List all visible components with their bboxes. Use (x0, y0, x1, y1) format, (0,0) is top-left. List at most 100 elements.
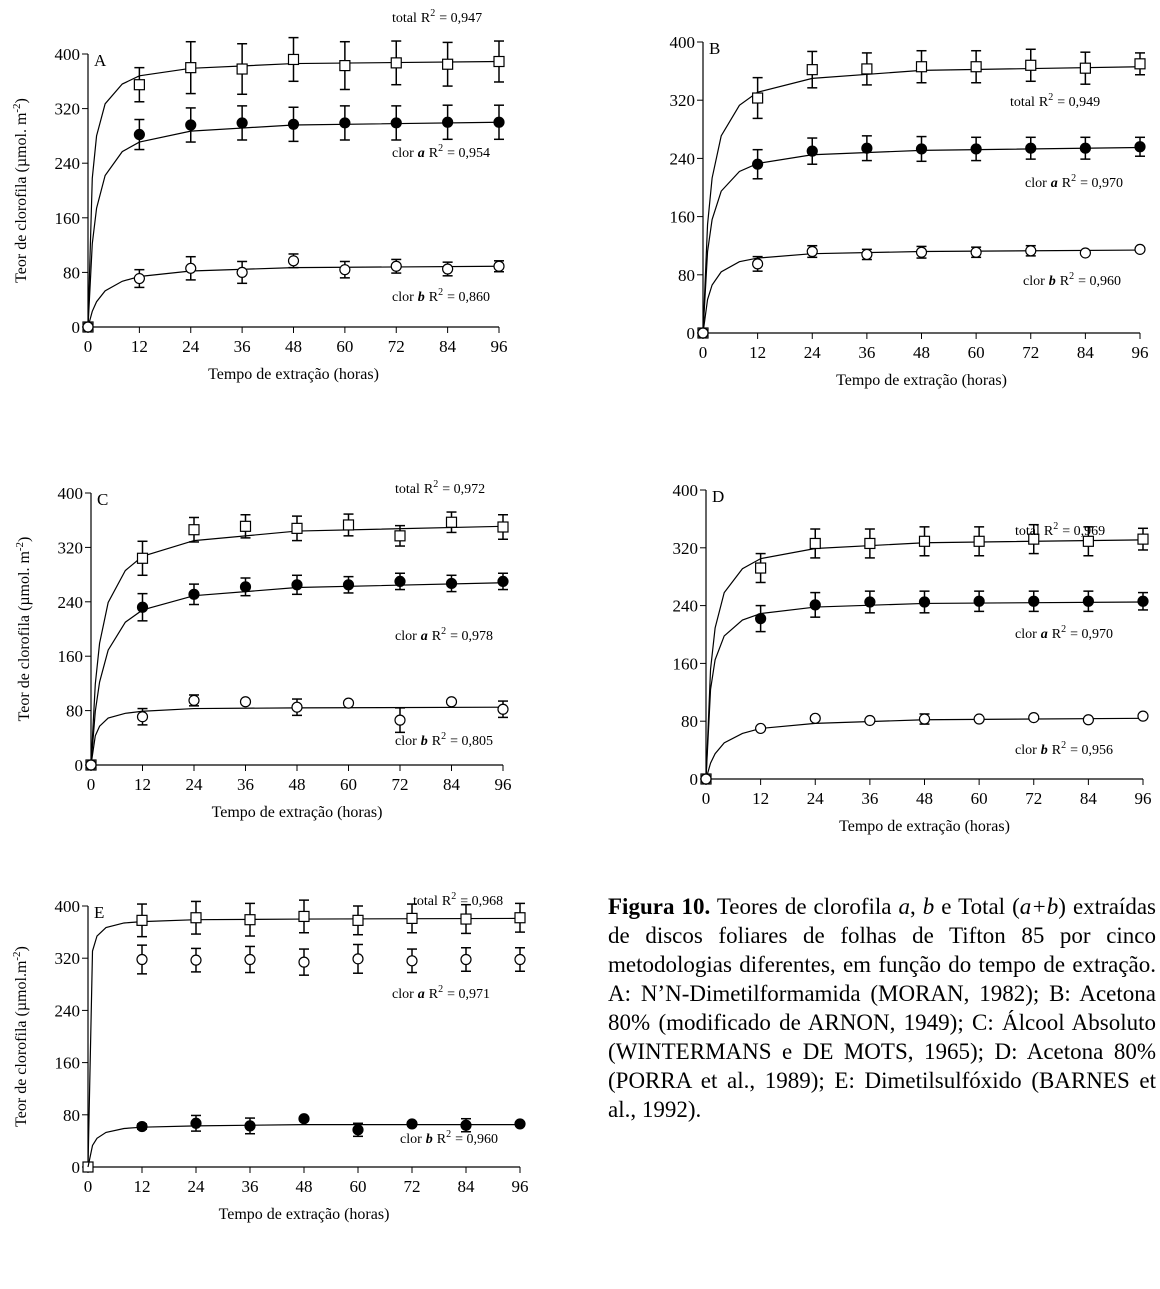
marker (352, 953, 364, 965)
marker (442, 58, 454, 70)
x-tick-label: 72 (404, 1177, 421, 1196)
x-axis-label: Tempo de extração (horas) (212, 804, 383, 821)
r2-value: = 0,968 (460, 894, 503, 909)
marker (442, 116, 454, 128)
fit-curve (90, 582, 504, 766)
x-tick-label: 84 (443, 775, 461, 794)
marker (861, 248, 873, 261)
series-label: clor b R2 = 0,860 (392, 287, 490, 305)
panel-letter: C (97, 490, 108, 509)
series-name: clor (395, 629, 417, 644)
r2-text: R (1052, 627, 1062, 642)
series-name-em: a (418, 987, 425, 1002)
series-label: clor b R2 = 0,960 (400, 1129, 498, 1147)
series-name: total (392, 11, 417, 26)
series-name: clor (400, 1132, 422, 1147)
r2-text: R (421, 11, 431, 26)
marker (973, 595, 985, 607)
marker (1082, 595, 1094, 607)
y-tick-label: 320 (55, 949, 81, 968)
y-tick-label: 80 (678, 266, 695, 285)
y-tick-label: 80 (63, 263, 80, 282)
caption-text: b (922, 894, 935, 919)
fit-curve (87, 60, 500, 328)
r2-sup: 2 (433, 479, 438, 490)
y-axis-label: Teor de clorofila (µmol.m-2) (11, 946, 30, 1127)
y-label-end: ) (13, 946, 30, 951)
marker (339, 264, 351, 276)
r2-text: R (429, 987, 439, 1002)
x-tick-label: 60 (340, 775, 357, 794)
marker (1028, 533, 1040, 545)
r2-text: R (1062, 176, 1072, 191)
marker (493, 260, 505, 272)
r2-text: R (437, 1132, 447, 1147)
marker (136, 711, 149, 723)
x-tick-label: 24 (186, 775, 204, 794)
series-name-em: a (421, 629, 428, 644)
marker (1082, 535, 1094, 547)
x-tick-label: 36 (858, 343, 875, 362)
x-tick-label: 36 (861, 789, 878, 808)
series-name-em: b (421, 734, 428, 749)
x-tick-label: 96 (1132, 343, 1149, 362)
x-tick-label: 36 (242, 1177, 259, 1196)
series-name: clor (1015, 743, 1037, 758)
marker (352, 1124, 364, 1136)
y-label-sup: -2 (11, 103, 23, 112)
marker (136, 552, 149, 564)
series-name: clor (1025, 176, 1047, 191)
marker (514, 1118, 526, 1130)
x-axis-label: Tempo de extração (horas) (219, 1206, 390, 1223)
marker (1137, 595, 1149, 607)
y-tick-label: 80 (681, 712, 698, 731)
y-tick-label: 80 (66, 702, 83, 721)
marker (915, 246, 928, 258)
r2-sup: 2 (1048, 92, 1053, 103)
marker (973, 713, 985, 725)
marker (291, 522, 303, 534)
marker (864, 537, 876, 550)
r2-sup: 2 (1061, 740, 1066, 751)
r2-text: R (429, 290, 439, 305)
series-name-em: b (1041, 743, 1048, 758)
series-label: clor b R2 = 0,960 (1023, 271, 1121, 289)
marker (244, 953, 256, 966)
marker (915, 61, 928, 73)
caption-text: e Total ( (934, 894, 1020, 919)
marker (755, 613, 767, 625)
r2-text: R (432, 734, 442, 749)
panel: 0 80 160 240 320 400 0 12 24 36 48 60 72 84 96 Tempo de… (670, 33, 1149, 389)
marker (298, 1113, 310, 1125)
marker (236, 117, 248, 129)
fit-curve (705, 717, 1144, 780)
r2-text: R (442, 894, 452, 909)
r2-value: = 0,970 (1080, 176, 1123, 191)
series-name: total (1010, 95, 1035, 110)
marker (460, 953, 472, 966)
series-label: clor b R2 = 0,956 (1015, 740, 1113, 758)
y-tick-label: 160 (55, 1054, 81, 1073)
marker (973, 535, 985, 547)
x-tick-label: 12 (749, 343, 766, 362)
series-name: clor (392, 290, 414, 305)
marker (339, 60, 351, 72)
y-tick-label: 0 (690, 770, 699, 789)
caption: Figura 10. Teores de clorofila a, b e To… (608, 892, 1156, 1124)
marker (352, 914, 364, 926)
x-tick-label: 72 (1025, 789, 1042, 808)
y-tick-label: 400 (673, 481, 699, 500)
r2-value: = 0,960 (455, 1132, 498, 1147)
marker (752, 92, 764, 104)
caption-text: a+b (1019, 894, 1059, 919)
panel: 0 80 160 240 320 400 0 12 24 36 48 60 72 84 96 Tempo de… (11, 891, 529, 1223)
x-tick-label: 72 (388, 337, 405, 356)
fit-curve (702, 249, 1141, 334)
marker (697, 327, 709, 339)
r2-sup: 2 (441, 626, 446, 637)
x-tick-label: 60 (350, 1177, 367, 1196)
r2-value: = 0,970 (1070, 627, 1113, 642)
x-tick-label: 48 (285, 337, 302, 356)
r2-sup: 2 (438, 287, 443, 298)
